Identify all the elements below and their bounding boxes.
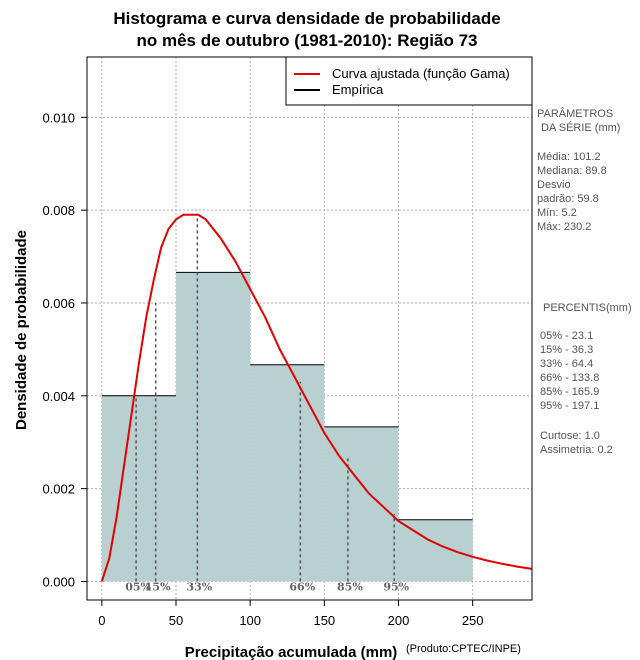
percentile-label-4: 85% (337, 580, 363, 593)
param-stddev-2: padrão: 59.8 (537, 193, 599, 205)
y-tick-label-5: 0.010 (42, 110, 75, 125)
params-title-1: PARÂMETROS (537, 107, 613, 120)
histogram-bar-2 (250, 364, 325, 582)
x-tick-label-1: 50 (169, 613, 183, 628)
percentil-95: 95% - 197.1 (540, 400, 599, 412)
percentile-label-3: 66% (289, 580, 315, 593)
params-title-2: DA SÉRIE (mm) (541, 121, 620, 134)
percentile-label-0: 05% (125, 580, 151, 593)
percentile-labels: 05%15% 33% 66% 85% 95% (125, 580, 409, 593)
assimetria: Assimetria: 0.2 (540, 444, 613, 456)
x-axis-label: Precipitação acumulada (mm) (185, 644, 398, 660)
param-median: Mediana: 89.8 (537, 165, 607, 177)
x-tick-label-2: 100 (239, 613, 261, 628)
percentil-66: 66% - 133.8 (540, 372, 599, 384)
curtose: Curtose: 1.0 (540, 430, 600, 442)
percentil-05: 05% - 23.1 (540, 330, 593, 342)
y-tick-label-3: 0.006 (42, 296, 75, 311)
histogram-bars (101, 271, 473, 582)
y-tick-label-4: 0.008 (42, 203, 75, 218)
side-panel: PARÂMETROS DA SÉRIE (mm) Média: 101.2 Me… (537, 107, 632, 456)
fitted-gamma-curve (100, 213, 533, 582)
histogram-bar-0 (101, 395, 176, 582)
percentil-85: 85% - 165.9 (540, 386, 599, 398)
x-tick-label-4: 200 (388, 613, 410, 628)
chart-title-line-1: Histograma e curva densidade de probabil… (113, 9, 500, 28)
percentil-15: 15% - 36.3 (540, 344, 593, 356)
param-max: Máx: 230.2 (537, 221, 591, 233)
legend-fitted-label: Curva ajustada (função Gama) (332, 66, 510, 81)
x-tick-label-0: 0 (98, 613, 105, 628)
product-credit: (Produto:CPTEC/INPE) (406, 643, 521, 655)
percentile-label-1: 15% (145, 580, 171, 593)
y-tick-label-2: 0.004 (42, 389, 75, 404)
x-tick-label-5: 250 (462, 613, 484, 628)
percentile-label-5: 95% (383, 580, 409, 593)
percentile-label-2: 33% (186, 580, 212, 593)
y-axis-label: Densidade de probabilidade (13, 230, 30, 430)
y-tick-label-1: 0.002 (42, 482, 75, 497)
x-tick-label-3: 150 (313, 613, 335, 628)
percentil-33: 33% - 64.4 (540, 358, 593, 370)
legend-box (285, 56, 533, 106)
x-axis: 0 50 100 150 200 250 (98, 600, 484, 628)
param-stddev-1: Desvio (537, 179, 571, 191)
param-mean: Média: 101.2 (537, 151, 601, 163)
legend: Curva ajustada (função Gama) Empírica (285, 56, 533, 106)
y-tick-label-0: 0.000 (42, 574, 75, 589)
percentile-lines (135, 214, 395, 582)
param-min: Mín: 5.2 (537, 207, 577, 219)
y-axis: 0.000 0.002 0.004 0.006 0.008 0.010 (42, 110, 87, 589)
percentis-title: PERCENTIS(mm) (543, 302, 632, 314)
chart-title-line-2: no mês de outubro (1981-2010): Região 73 (136, 31, 477, 50)
legend-empirical-label: Empírica (332, 82, 384, 97)
histogram-bar-1 (176, 272, 251, 582)
